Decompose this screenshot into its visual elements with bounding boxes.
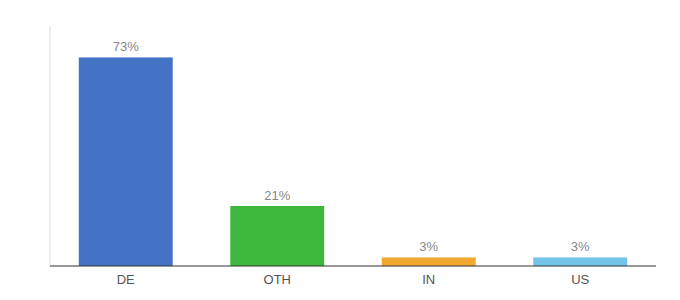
x-axis-line xyxy=(50,266,656,267)
bar xyxy=(533,257,627,266)
chart: DE OTH IN US 73% 21% 3% 3% xyxy=(0,0,680,300)
bars xyxy=(79,57,627,266)
data-label: 3% xyxy=(571,239,590,254)
y-axis-line xyxy=(50,26,51,266)
x-tick-label: US xyxy=(571,272,589,287)
x-tick-label: IN xyxy=(422,272,435,287)
data-label: 3% xyxy=(419,239,438,254)
x-tick-label: OTH xyxy=(264,272,291,287)
chart-container: DE OTH IN US 73% 21% 3% 3% xyxy=(0,0,680,300)
bar xyxy=(230,206,324,266)
data-label: 73% xyxy=(113,39,139,54)
bar xyxy=(382,257,476,266)
data-label: 21% xyxy=(264,188,290,203)
x-tick-label: DE xyxy=(117,272,135,287)
bar xyxy=(79,57,173,266)
